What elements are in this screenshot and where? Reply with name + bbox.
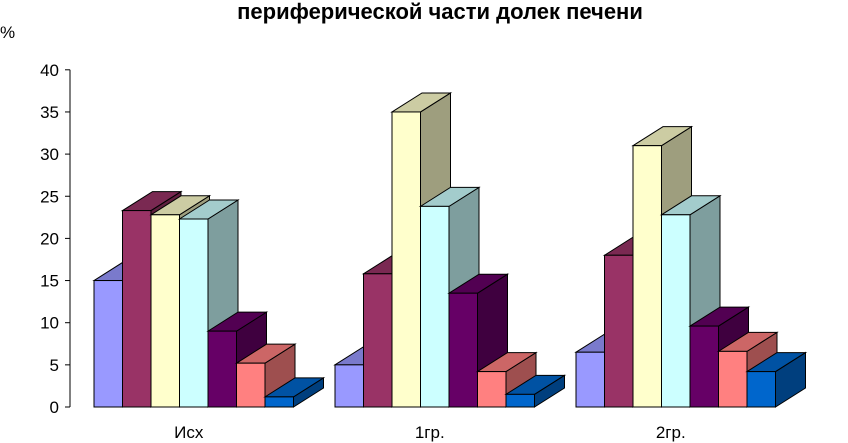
bar-front-face [604, 254, 634, 408]
y-tick-label: 30 [40, 145, 59, 164]
chart-title: периферической части долек печени [237, 0, 643, 24]
y-axis: 0 5 10 15 20 25 30 35 40 [40, 61, 71, 417]
y-tick-label: 25 [40, 187, 59, 206]
bar-front-face [150, 214, 180, 408]
bar [263, 376, 326, 408]
bars [92, 92, 808, 408]
bar [475, 351, 538, 408]
bar-front-face [122, 210, 152, 408]
bar-front-face [391, 111, 421, 408]
bar-front-face [420, 205, 450, 408]
bar-front-face [718, 350, 748, 408]
bar-front-face [689, 325, 719, 408]
x-category-label: 1гр. [415, 423, 445, 442]
bar [745, 351, 808, 408]
bar-front-face [661, 214, 691, 408]
y-tick-label: 0 [50, 398, 59, 417]
bar-front-face [477, 371, 507, 408]
bar-front-face [93, 280, 123, 408]
bar-front-face [264, 396, 294, 408]
bar-front-face [448, 292, 478, 408]
x-axis-categories: Исх 1гр. 2гр. [174, 423, 686, 442]
bar-front-face [575, 351, 605, 408]
y-tick-label: 40 [40, 61, 59, 80]
bar-front-face [334, 364, 364, 408]
y-tick-label: 35 [40, 103, 59, 122]
bar-front-face [179, 218, 209, 408]
y-axis-unit-label: % [0, 23, 15, 42]
bar-front-face [363, 273, 393, 408]
bar [504, 374, 567, 408]
x-category-label: Исх [174, 423, 204, 442]
bar-front-face [207, 330, 237, 408]
bar-front-face [505, 393, 535, 408]
bar-front-face [236, 362, 266, 408]
bar-front-face [632, 145, 662, 408]
y-tick-label: 5 [50, 356, 59, 375]
y-tick-label: 10 [40, 314, 59, 333]
x-category-label: 2гр. [656, 423, 686, 442]
y-tick-label: 15 [40, 272, 59, 291]
bar-front-face [746, 371, 776, 408]
bar [447, 273, 510, 408]
y-tick-label: 20 [40, 229, 59, 248]
